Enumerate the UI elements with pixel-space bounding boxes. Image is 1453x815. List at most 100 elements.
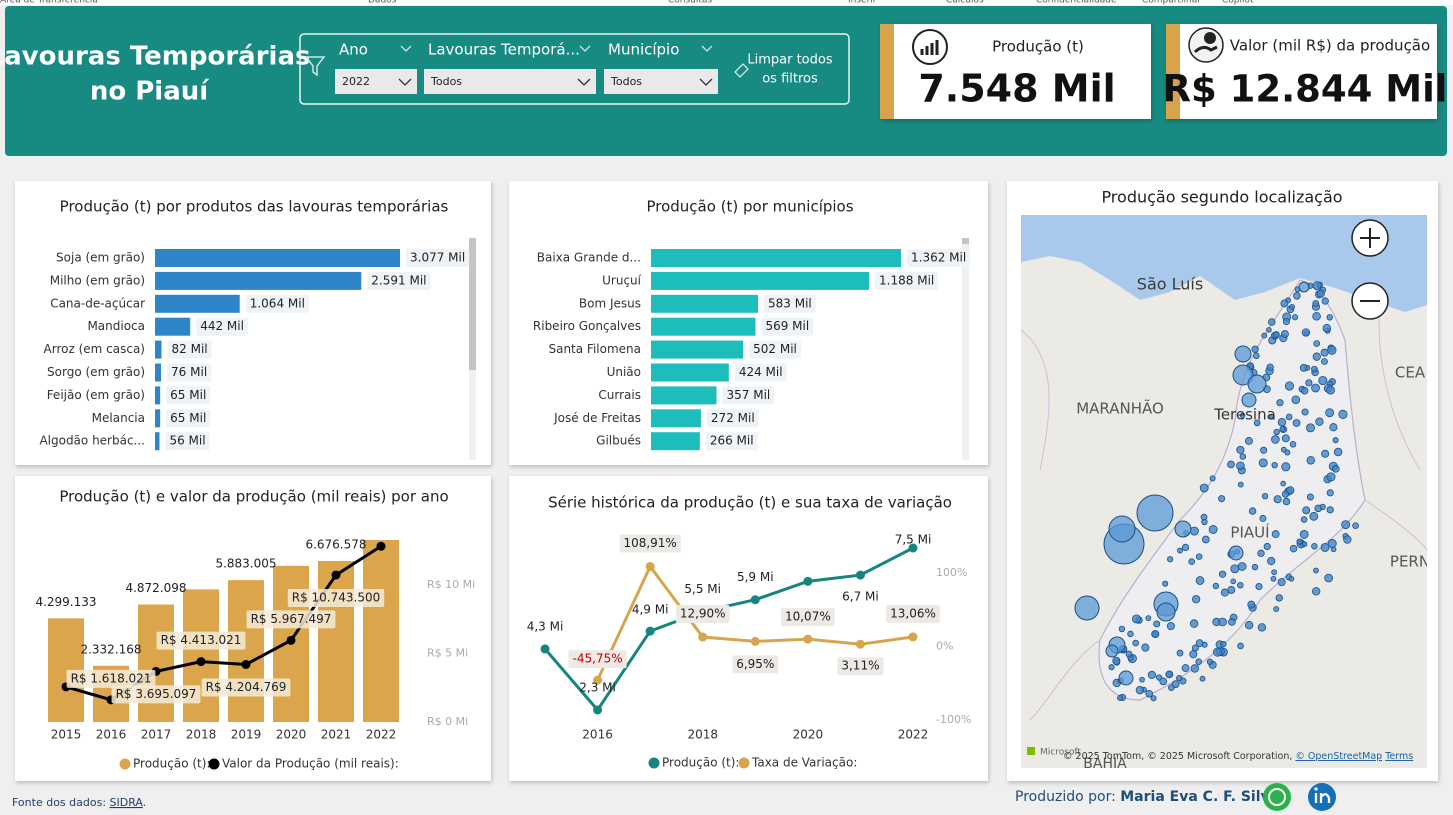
line-point[interactable] xyxy=(645,561,655,571)
ribbon-tab[interactable]: Compartilhar xyxy=(1142,0,1201,6)
map-bubble[interactable] xyxy=(1326,489,1334,497)
line-point[interactable] xyxy=(750,595,760,605)
bar[interactable] xyxy=(651,363,729,382)
map-bubble[interactable] xyxy=(1320,348,1329,357)
map-bubble[interactable] xyxy=(1105,644,1119,658)
filter-dropdown[interactable] xyxy=(604,69,718,94)
map-bubble[interactable] xyxy=(1199,483,1209,493)
line-point[interactable] xyxy=(593,675,603,685)
map-bubble[interactable] xyxy=(1277,578,1286,587)
map-bubble[interactable] xyxy=(1176,649,1184,657)
map-bubble[interactable] xyxy=(1118,625,1126,633)
map-bubble[interactable] xyxy=(1284,449,1291,456)
map-bubble[interactable] xyxy=(1255,582,1263,591)
map-bubble[interactable] xyxy=(1118,670,1134,686)
map-bubble[interactable] xyxy=(1277,417,1287,427)
map-bubble[interactable] xyxy=(1321,449,1330,458)
map-bubble[interactable] xyxy=(1220,588,1229,597)
map-bubble[interactable] xyxy=(1248,507,1257,515)
map-bubble[interactable] xyxy=(1236,445,1245,454)
map-bubble[interactable] xyxy=(1247,374,1267,394)
map-bubble[interactable] xyxy=(1150,695,1157,702)
map-bubble[interactable] xyxy=(1291,314,1299,321)
map-bubble[interactable] xyxy=(1289,544,1298,553)
clear-filters-label[interactable]: os filtros xyxy=(762,72,818,87)
bar[interactable] xyxy=(155,386,161,405)
line-point[interactable] xyxy=(593,705,603,715)
map-bubble[interactable] xyxy=(1311,365,1318,373)
map-bubble[interactable] xyxy=(1132,614,1141,624)
map-bubble[interactable] xyxy=(1212,582,1219,590)
map-bubble[interactable] xyxy=(1236,461,1245,471)
map-bubble[interactable] xyxy=(1275,594,1283,602)
map-bubble[interactable] xyxy=(1281,490,1290,498)
ribbon-tab[interactable]: Cálculos xyxy=(946,0,984,6)
map-bubble[interactable] xyxy=(1276,399,1284,407)
map-bubble[interactable] xyxy=(1268,413,1275,420)
map-bubble[interactable] xyxy=(1270,575,1277,582)
map-bubble[interactable] xyxy=(1162,580,1169,587)
map-bubble[interactable] xyxy=(1272,331,1280,339)
map-bubble[interactable] xyxy=(1189,526,1199,536)
bar[interactable] xyxy=(651,386,717,405)
map-bubble[interactable] xyxy=(1341,520,1351,530)
clear-filters-button[interactable]: Limpar todos os filtros xyxy=(734,53,833,87)
map-bubble[interactable] xyxy=(1266,327,1272,333)
map-bubble[interactable] xyxy=(1247,600,1256,609)
map-bubble[interactable] xyxy=(1263,542,1271,551)
map-bubble[interactable] xyxy=(1117,694,1124,701)
map-bubble[interactable] xyxy=(1159,677,1168,686)
map-bubble[interactable] xyxy=(1195,576,1205,585)
map-bubble[interactable] xyxy=(1258,458,1268,468)
map-bubble[interactable] xyxy=(1227,460,1235,469)
line-point[interactable] xyxy=(241,659,251,669)
line-point[interactable] xyxy=(645,626,655,636)
map-bubble[interactable] xyxy=(1313,340,1321,347)
map-bubble[interactable] xyxy=(1257,549,1265,557)
bar[interactable] xyxy=(155,317,191,336)
map-bubble[interactable] xyxy=(1311,587,1321,596)
map-bubble[interactable] xyxy=(1331,465,1340,473)
map-bubble[interactable] xyxy=(1245,437,1253,445)
map-bubble[interactable] xyxy=(1332,437,1339,444)
map-bubble[interactable] xyxy=(1267,556,1276,566)
scrollbar-thumb[interactable] xyxy=(469,238,476,370)
map-bubble[interactable] xyxy=(1298,281,1310,293)
terms-link[interactable]: Terms xyxy=(1384,751,1413,762)
map-bubble[interactable] xyxy=(1201,641,1208,648)
line-point[interactable] xyxy=(908,632,918,642)
map-bubble[interactable] xyxy=(1326,506,1334,514)
map-bubble[interactable] xyxy=(1311,543,1318,550)
map-bubble[interactable] xyxy=(1268,318,1276,326)
map-bubble[interactable] xyxy=(1108,515,1136,543)
map-bubble[interactable] xyxy=(1300,516,1308,523)
map-bubble[interactable] xyxy=(1239,412,1246,419)
map-bubble[interactable] xyxy=(1285,413,1293,421)
map-bubble[interactable] xyxy=(1301,408,1309,416)
map-bubble[interactable] xyxy=(1288,575,1295,582)
bar[interactable] xyxy=(228,580,264,722)
map-bubble[interactable] xyxy=(1315,417,1324,426)
map-bubble[interactable] xyxy=(1313,567,1319,574)
whatsapp-icon[interactable] xyxy=(1263,783,1291,811)
map-bubble[interactable] xyxy=(1293,292,1301,300)
map-bubble[interactable] xyxy=(1251,563,1259,571)
map-bubble[interactable] xyxy=(1282,497,1291,506)
map-bubble[interactable] xyxy=(1112,656,1121,665)
map-bubble[interactable] xyxy=(1271,435,1280,444)
bar[interactable] xyxy=(318,561,354,722)
map-bubble[interactable] xyxy=(1352,522,1359,529)
line-point[interactable] xyxy=(750,636,760,646)
map-bubble[interactable] xyxy=(1284,381,1295,391)
osm-link[interactable]: © OpenStreetMap xyxy=(1295,751,1382,762)
map-bubble[interactable] xyxy=(1176,675,1183,682)
bar[interactable] xyxy=(155,432,160,451)
line-point[interactable] xyxy=(855,570,865,580)
map-bubble[interactable] xyxy=(1153,620,1161,628)
map-bubble[interactable] xyxy=(1165,670,1174,679)
ribbon-tab[interactable]: Consultas xyxy=(668,0,712,6)
bar[interactable] xyxy=(651,249,901,267)
map-bubble[interactable] xyxy=(1199,675,1206,682)
map-bubble[interactable] xyxy=(1156,602,1176,622)
map-bubble[interactable] xyxy=(1136,494,1174,532)
